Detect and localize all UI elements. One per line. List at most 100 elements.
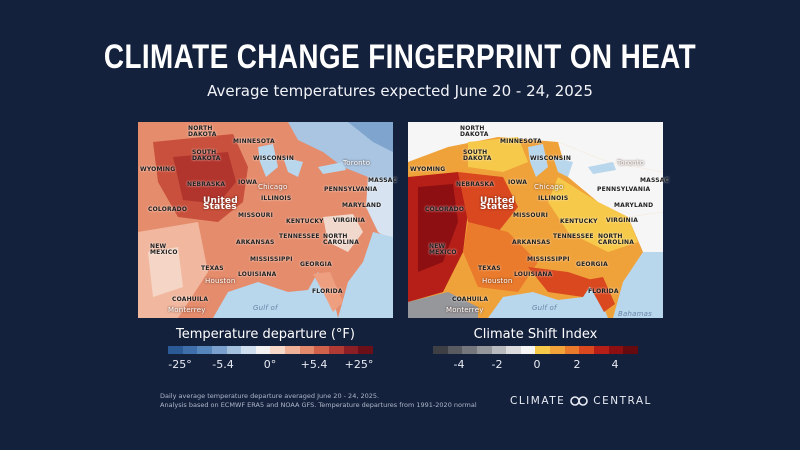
label-bahamas: Bahamas: [618, 310, 652, 318]
temp-swatch-2: [182, 346, 198, 354]
label-missouri: MISSOURI: [238, 212, 274, 219]
climate-shift-index-map[interactable]: [408, 122, 663, 318]
label-north-dakota: NORTH DAKOTA: [188, 125, 217, 138]
label-south-dakota: SOUTH DAKOTA: [192, 149, 221, 162]
label-south-dakota-r: SOUTH DAKOTA: [463, 149, 492, 162]
label-texas-r: TEXAS: [478, 265, 501, 272]
label-united-states-r: United States: [480, 196, 515, 212]
label-mississippi-r: MISSISSIPPI: [527, 256, 570, 263]
label-houston: Houston: [205, 277, 236, 285]
label-illinois: ILLINOIS: [261, 195, 292, 202]
label-chicago: Chicago: [258, 183, 288, 191]
csi-swatch-14: [623, 346, 638, 354]
label-virginia: VIRGINIA: [333, 217, 366, 224]
label-maryland: MARYLAND: [342, 202, 382, 209]
label-wisconsin-r: WISCONSIN: [530, 155, 572, 162]
label-gulf-of-r: Gulf of: [532, 304, 557, 312]
label-wyoming: WYOMING: [140, 166, 176, 173]
label-nebraska: NEBRASKA: [187, 181, 226, 188]
temp-swatch-7: [255, 346, 271, 354]
label-maryland-r: MARYLAND: [614, 202, 654, 209]
csi-color-scale: [433, 346, 638, 354]
label-wisconsin: WISCONSIN: [253, 155, 295, 162]
label-gulf-of: Gulf of: [253, 304, 278, 312]
label-arkansas-r: ARKANSAS: [512, 239, 551, 246]
temp-swatch-11: [314, 346, 330, 354]
csi-swatch-5: [491, 346, 507, 354]
csi-swatch-12: [594, 346, 609, 354]
label-texas: TEXAS: [201, 265, 224, 272]
label-minnesota-r: MINNESOTA: [500, 138, 542, 145]
temperature-map-graphic: [138, 122, 393, 318]
temp-tick-3: 0°: [263, 358, 277, 371]
csi-swatch-11: [579, 346, 595, 354]
csi-tick-1: -4: [453, 358, 465, 371]
temp-swatch-10: [299, 346, 315, 354]
label-georgia-r: GEORGIA: [576, 261, 608, 268]
temp-swatch-4: [211, 346, 227, 354]
csi-legend-title: Climate Shift Index: [473, 327, 598, 342]
temp-tick-2: -5.4: [212, 358, 234, 371]
label-mississippi: MISSISSIPPI: [250, 256, 293, 263]
label-north-dakota-r: NORTH DAKOTA: [460, 125, 489, 138]
label-tennessee-r: TENNESSEE: [553, 233, 594, 240]
brand-name-part-2: CENTRAL: [593, 395, 652, 407]
csi-tick-2: -2: [491, 358, 503, 371]
temp-swatch-3: [197, 346, 212, 354]
csi-swatch-8: [535, 346, 551, 354]
label-wyoming-r: WYOMING: [410, 166, 446, 173]
csi-tick-5: 4: [611, 358, 619, 371]
label-united-states: United States: [203, 196, 238, 212]
temperature-color-scale: [168, 346, 373, 354]
temp-tick-4: +5.4: [300, 358, 328, 371]
temp-swatch-9: [285, 346, 300, 354]
temperature-departure-map[interactable]: [138, 122, 393, 318]
csi-swatch-6: [506, 346, 521, 354]
csi-swatch-3: [462, 346, 477, 354]
label-colorado: COLORADO: [148, 206, 188, 213]
temp-swatch-6: [241, 346, 256, 354]
label-monterrey-r: Monterrey: [446, 306, 484, 314]
label-louisiana: LOUISIANA: [238, 271, 277, 278]
temp-tick-5: +25°: [344, 358, 374, 371]
csi-swatch-9: [550, 346, 565, 354]
label-chicago-r: Chicago: [534, 183, 564, 191]
label-toronto-r: Toronto: [617, 159, 645, 167]
label-nebraska-r: NEBRASKA: [456, 181, 495, 188]
label-minnesota: MINNESOTA: [233, 138, 275, 145]
label-toronto: Toronto: [343, 159, 371, 167]
csi-tick-4: 2: [573, 358, 581, 371]
label-illinois-r: ILLINOIS: [538, 195, 569, 202]
temp-swatch-12: [329, 346, 344, 354]
label-pennsylvania-r: PENNSYLVANIA: [597, 186, 651, 193]
temp-tick-1: -25°: [168, 358, 192, 371]
label-iowa-r: IOWA: [508, 179, 528, 186]
label-houston-r: Houston: [482, 277, 513, 285]
label-louisiana-r: LOUISIANA: [514, 271, 553, 278]
label-new-mexico: NEW MEXICO: [150, 243, 178, 256]
label-arkansas: ARKANSAS: [236, 239, 275, 246]
temp-swatch-1: [168, 346, 183, 354]
label-missouri-r: MISSOURI: [513, 212, 549, 219]
label-north-carolina-r: NORTH CAROLINA: [598, 233, 635, 246]
csi-tick-3: 0: [533, 358, 541, 371]
label-massachusetts-r: MASSAC: [640, 177, 670, 184]
label-coahuila-r: COAHUILA: [452, 296, 489, 303]
page-subtitle: Average temperatures expected June 20 - …: [207, 82, 593, 100]
label-kentucky-r: KENTUCKY: [560, 218, 598, 225]
brand-logo[interactable]: CLIMATE CENTRAL: [510, 395, 652, 407]
label-georgia: GEORGIA: [300, 261, 332, 268]
label-north-carolina: NORTH CAROLINA: [323, 233, 360, 246]
temp-swatch-14: [358, 346, 373, 354]
label-new-mexico-r: NEW MEXICO: [429, 243, 457, 256]
label-tennessee: TENNESSEE: [279, 233, 320, 240]
temp-swatch-8: [270, 346, 286, 354]
label-massachusetts: MASSAC: [368, 177, 398, 184]
label-florida: FLORIDA: [312, 288, 343, 295]
temp-swatch-13: [343, 346, 359, 354]
label-coahuila: COAHUILA: [172, 296, 209, 303]
brand-name-part: CLIMATE: [510, 395, 566, 407]
page-title: CLIMATE CHANGE FINGERPRINT ON HEAT: [103, 38, 697, 76]
temp-swatch-5: [226, 346, 242, 354]
csi-map-graphic: [408, 122, 663, 318]
